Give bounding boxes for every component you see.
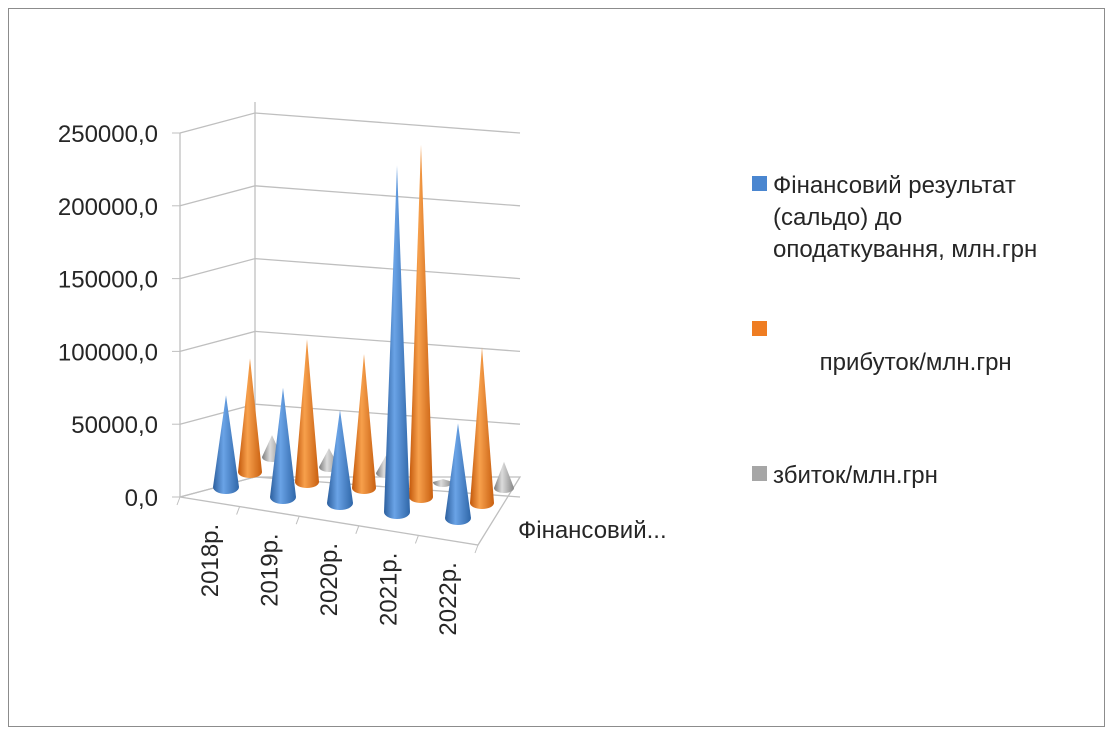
cone-body xyxy=(213,395,239,494)
cone-body xyxy=(384,165,410,520)
x-tick-mark xyxy=(474,544,479,554)
cone-1-1 xyxy=(295,339,319,488)
x-tick-label: 2019р. xyxy=(256,533,283,606)
legend-item-profit: прибуток/млн.грн xyxy=(752,315,1012,411)
x-tick-mark xyxy=(236,506,241,515)
x-tick-label: 2021р. xyxy=(376,553,403,626)
x-tick-mark xyxy=(295,516,300,525)
cone-series xyxy=(213,144,514,525)
cone-body xyxy=(327,409,353,510)
cone-0-0 xyxy=(213,395,239,494)
axis-labels: 0,0 50000,0 100000,0 150000,0 200000,0 250000… xyxy=(58,121,667,636)
cone-body xyxy=(295,339,319,488)
legend-label-profit: прибуток/млн.грн xyxy=(773,315,1012,411)
legend-swatch-profit xyxy=(752,321,767,336)
cone-0-4 xyxy=(445,423,471,525)
cone-0-2 xyxy=(327,409,353,510)
x-tick-label: 2022р. xyxy=(435,562,462,635)
y-tick-label: 200000,0 xyxy=(58,194,158,221)
cone-body xyxy=(270,387,296,504)
chart-frame xyxy=(8,8,1105,727)
cone-body xyxy=(409,144,433,503)
cone-body xyxy=(352,354,376,494)
x-tick-label: 2020р. xyxy=(316,543,343,616)
x-tick-mark xyxy=(355,525,360,534)
cone-2-4 xyxy=(494,461,514,493)
gridline xyxy=(179,330,521,353)
cone-body xyxy=(433,479,453,487)
legend-label-line: Фінансовий результат xyxy=(773,172,1016,199)
legend-swatch-financial-result xyxy=(752,176,767,191)
depth-axis-label: Фінансовий... xyxy=(518,517,667,544)
cone-body xyxy=(445,423,471,525)
legend-label-financial-result: Фінансовий результат (сальдо) до оподатк… xyxy=(773,170,1037,266)
legend-label-line: збиток/млн.грн xyxy=(773,462,938,489)
cone-body xyxy=(494,461,514,493)
cone-0-1 xyxy=(270,387,296,504)
y-tick-label: 150000,0 xyxy=(58,267,158,294)
legend-item-financial-result: Фінансовий результат (сальдо) до оподатк… xyxy=(752,170,1037,266)
y-tick-label: 100000,0 xyxy=(58,339,158,366)
legend-swatch-loss xyxy=(752,466,767,481)
gridline xyxy=(179,185,521,207)
legend-label-line: (сальдо) до xyxy=(773,204,903,231)
cone-1-4 xyxy=(470,347,494,509)
gridline xyxy=(179,257,521,280)
y-tick-label: 250000,0 xyxy=(58,121,158,148)
x-tick-label: 2018р. xyxy=(197,524,224,597)
legend-label-line: прибуток/млн.грн xyxy=(813,349,1012,376)
legend-item-loss: збиток/млн.грн xyxy=(752,460,938,492)
legend-label-line: оподаткування, млн.грн xyxy=(773,236,1038,263)
gridline xyxy=(179,112,521,134)
cone-0-3 xyxy=(384,165,410,520)
x-tick-mark xyxy=(176,496,181,506)
cone-body xyxy=(470,347,494,509)
x-tick-mark xyxy=(414,535,419,544)
cone-2-3 xyxy=(433,479,453,487)
legend-label-loss: збиток/млн.грн xyxy=(773,460,938,492)
cone-body xyxy=(238,358,262,478)
cone-1-3 xyxy=(409,144,433,503)
gridline xyxy=(179,403,521,425)
cone-1-2 xyxy=(352,354,376,494)
y-tick-label: 0,0 xyxy=(125,485,158,512)
cone-1-0 xyxy=(238,358,262,478)
y-tick-label: 50000,0 xyxy=(71,412,158,439)
